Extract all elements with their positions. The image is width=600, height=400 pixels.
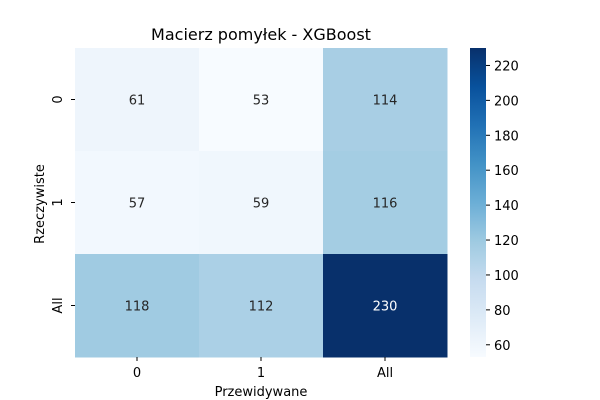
heatmap-cell-1-0 (75, 151, 200, 255)
y-axis: 0 1 All (51, 95, 75, 314)
x-tick-label: All (377, 366, 393, 381)
x-tick-label: 1 (257, 366, 265, 381)
heatmap-cell-2-2 (323, 254, 448, 358)
cell-value-labels: 61 53 114 57 59 116 118 112 230 (125, 94, 398, 315)
x-tick-label: 0 (133, 366, 141, 381)
chart-title: Macierz pomyłek - XGBoost (151, 25, 371, 44)
y-tick-label: 0 (51, 95, 66, 103)
x-axis-label: Przewidywane (215, 385, 308, 400)
heatmap-cell-1-2 (323, 151, 448, 255)
heatmap-cell-0-1 (199, 48, 324, 152)
colorbar (470, 48, 486, 357)
y-axis-label: Rzeczywiste (33, 164, 48, 244)
x-axis: 0 1 All (133, 357, 393, 381)
cell-value-label-1-2: 116 (373, 197, 398, 212)
heatmap-cell-2-0 (75, 254, 200, 358)
cell-value-label-2-0: 118 (125, 300, 150, 315)
y-tick-label: 1 (51, 198, 66, 206)
colorbar-tick-label: 80 (494, 304, 511, 319)
colorbar-tick-label: 160 (494, 164, 519, 179)
cell-value-label-1-1: 59 (253, 197, 270, 212)
heatmap-cell-2-1 (199, 254, 324, 358)
colorbar-tick-label: 220 (494, 59, 519, 74)
colorbar-tick-label: 200 (494, 94, 519, 109)
cell-value-label-1-0: 57 (129, 197, 146, 212)
colorbar-tick-label: 120 (494, 234, 519, 249)
colorbar-axis: 60 80 100 120 140 160 180 200 220 (486, 59, 519, 354)
heatmap-cell-1-1 (199, 151, 324, 255)
cell-value-label-0-2: 114 (373, 94, 398, 109)
colorbar-tick-label: 140 (494, 199, 519, 214)
cell-value-label-2-2: 230 (373, 300, 398, 315)
cell-value-label-0-1: 53 (253, 94, 270, 109)
cell-value-label-2-1: 112 (249, 300, 274, 315)
heatmap-cells (75, 48, 448, 358)
heatmap-cell-0-2 (323, 48, 448, 152)
heatmap-cell-0-0 (75, 48, 200, 152)
cell-value-label-0-0: 61 (129, 94, 146, 109)
colorbar-tick-label: 100 (494, 269, 519, 284)
y-tick-label: All (51, 297, 66, 313)
colorbar-tick-label: 180 (494, 129, 519, 144)
colorbar-tick-label: 60 (494, 339, 511, 354)
